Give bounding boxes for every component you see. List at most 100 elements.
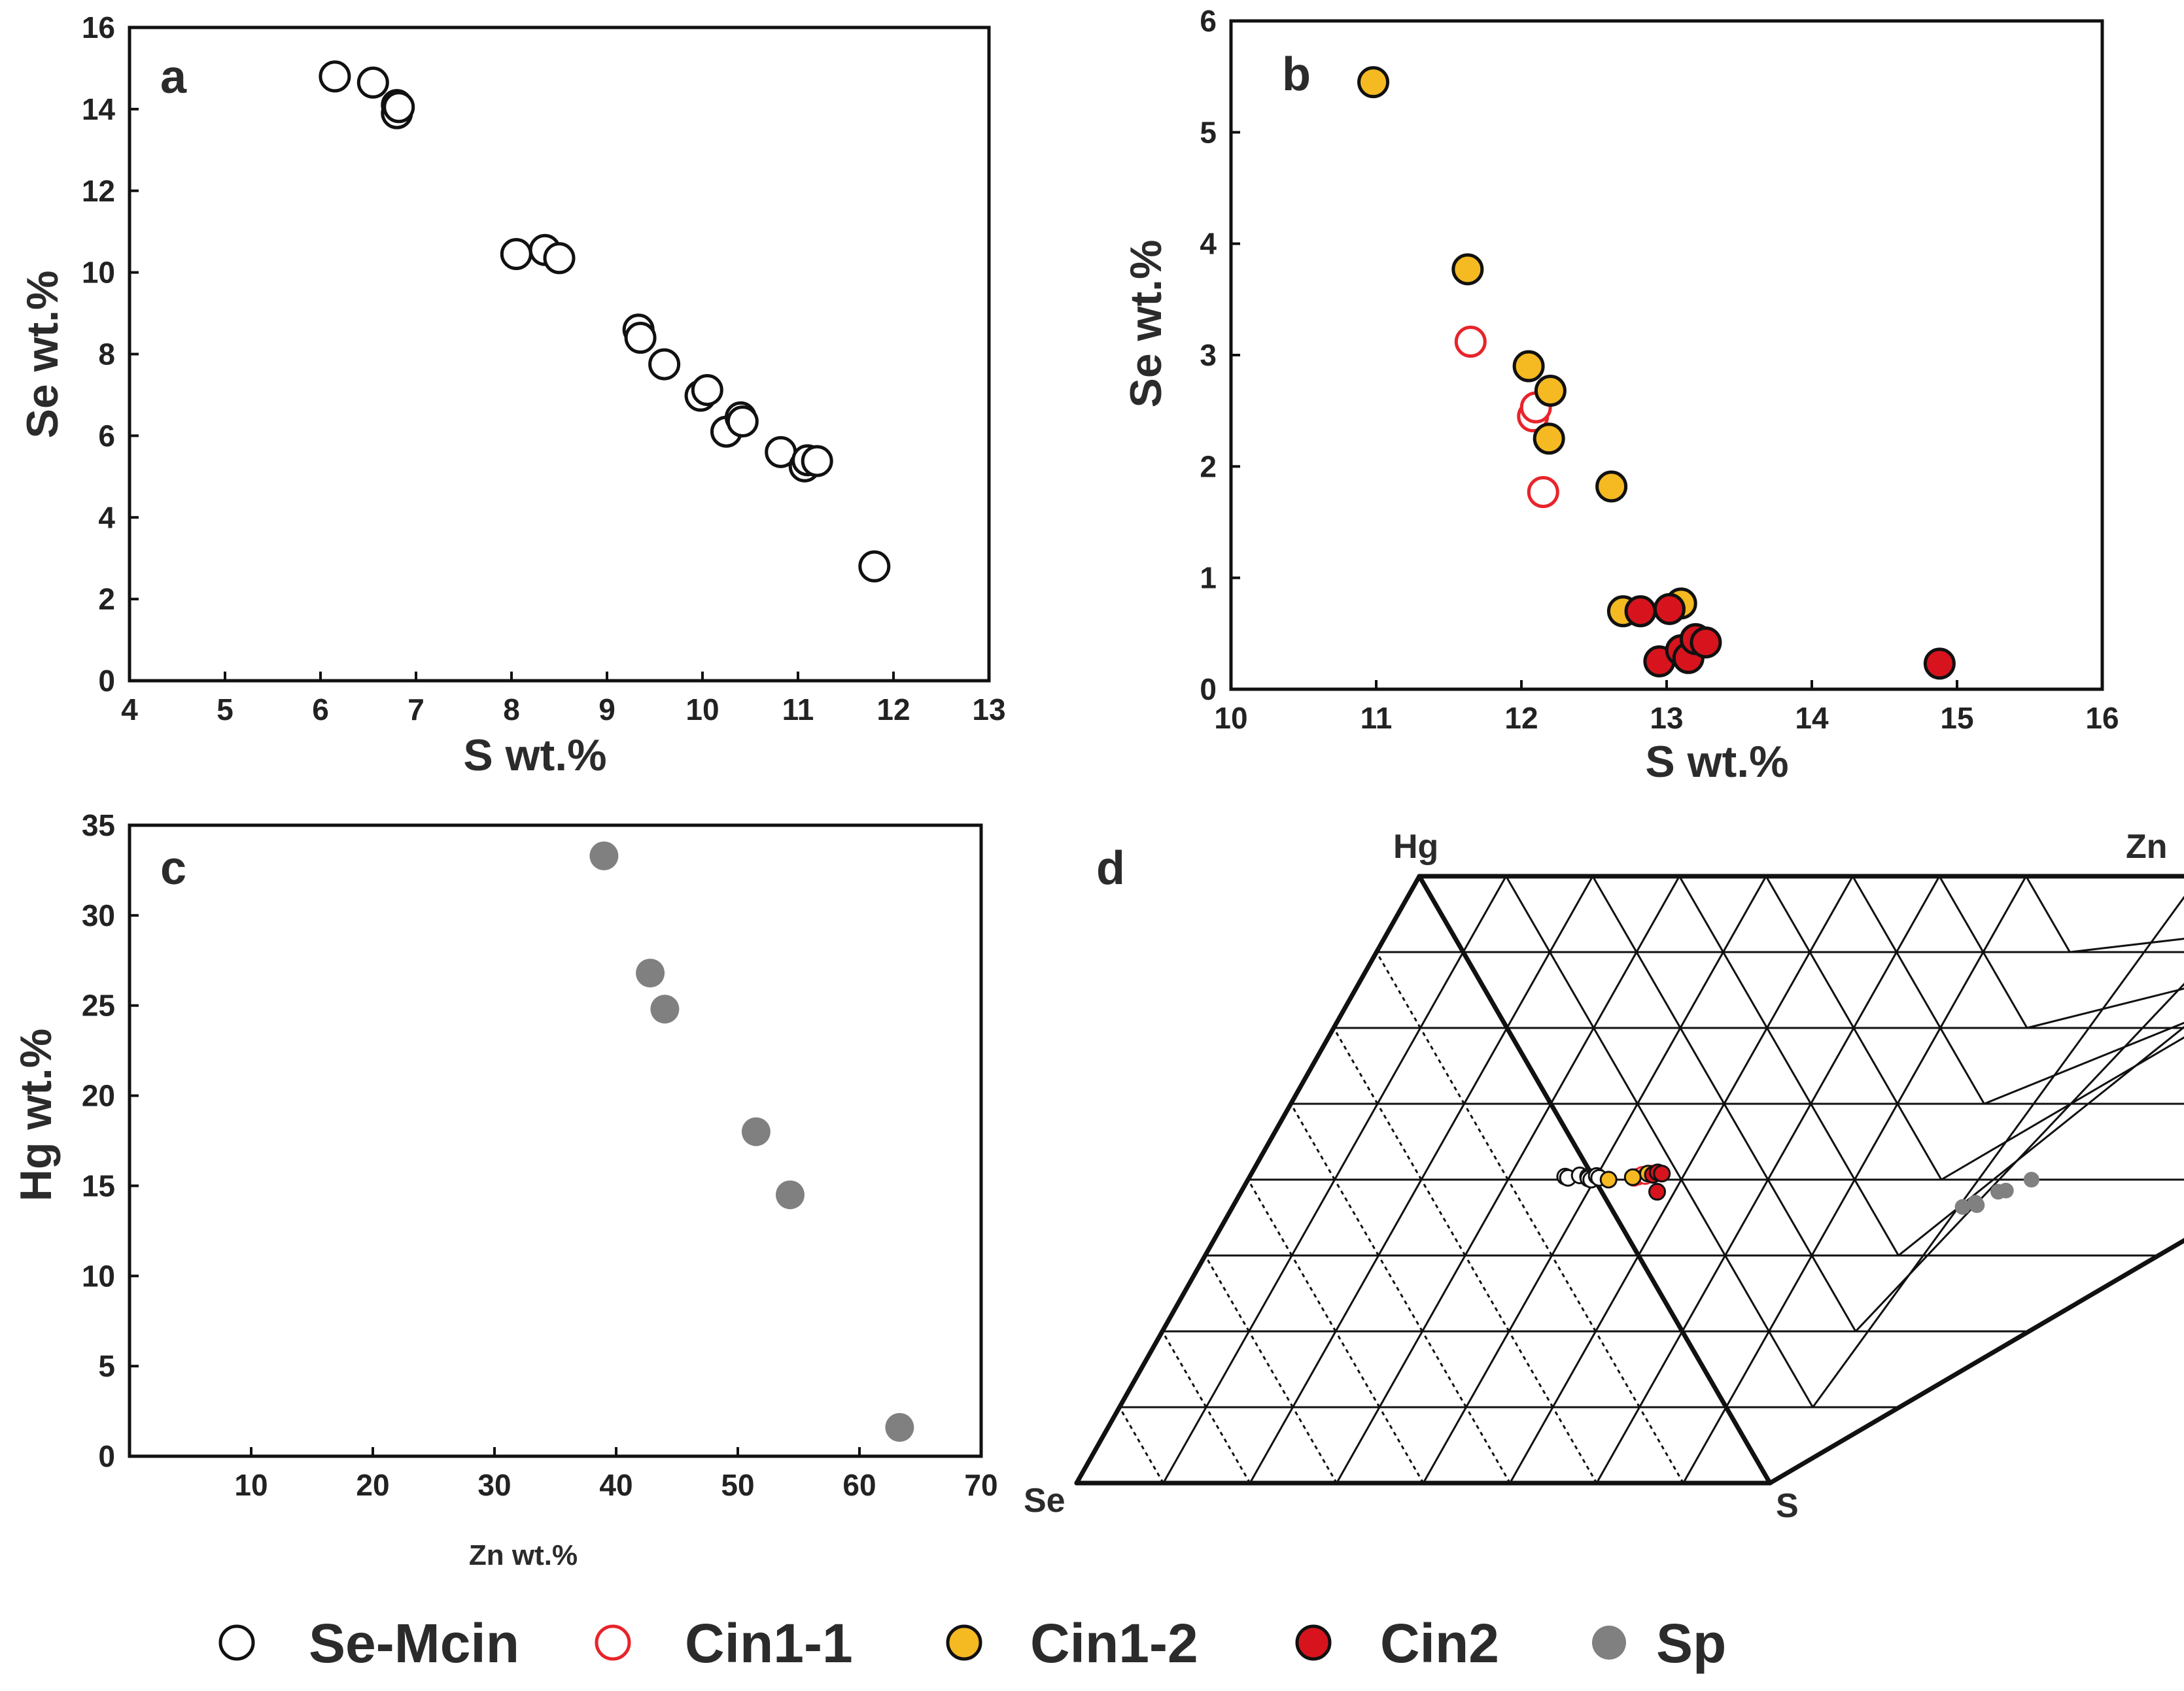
panel-d-grid-line [2026, 987, 2184, 1029]
panel-d-grid-line [1508, 1331, 1554, 1408]
panel-a-point-se-mcin [691, 373, 723, 406]
panel-d: d Hg Zn Se S [1024, 828, 2184, 1525]
panel-a-frame [128, 26, 991, 683]
panel-d-grid-line [1983, 1021, 2184, 1105]
panel-a-y-tick-label: 8 [98, 337, 115, 371]
panel-c-x-tick-label: 40 [599, 1468, 633, 1502]
panel-d-grid-line [1724, 1255, 1770, 1332]
panel-d-points [1556, 1163, 2039, 1215]
panel-b-y-tick-label: 2 [1200, 449, 1217, 483]
panel-a-point-se-mcin [543, 242, 576, 275]
legend-label-se-mcin: Se-Mcin [309, 1613, 519, 1674]
panel-c-point-sp [741, 1117, 771, 1146]
panel-a-y-tick-label: 0 [98, 664, 115, 698]
panel-a-y-tick-label: 4 [98, 500, 115, 534]
panel-d-point-cin2 [1653, 1165, 1671, 1183]
panel-c-x-label: Zn wt.% [469, 1539, 578, 1571]
panel-b-point-cin2 [1923, 647, 1956, 680]
legend-marker-cin2 [1295, 1624, 1332, 1661]
panel-d-grid-line [1507, 1179, 1553, 1256]
panel-d-grid-line [1463, 1103, 1509, 1180]
panel-b-point-cin1-1 [1527, 476, 1559, 509]
panel-c-y-tick-label: 30 [82, 898, 115, 932]
panel-b-x-ticks: 10 11 12 13 14 15 16 [1214, 680, 2119, 735]
panel-b-x-tick-label: 11 [1361, 701, 1393, 735]
legend-label-cin1-2: Cin1-2 [1030, 1613, 1198, 1674]
panel-d-grid-line [1854, 1179, 1899, 1256]
panel-a-point-se-mcin [648, 348, 681, 381]
panel-b-y-tick-label: 1 [1200, 561, 1217, 595]
panel-d-grid-line [1376, 1103, 1423, 1180]
panel-d-grid-line [1551, 1407, 1598, 1484]
panel-b-point-cin1-2 [1451, 253, 1484, 286]
panel-a-x-tick-label: 10 [685, 692, 719, 726]
panel-d-grid-line [1812, 895, 2184, 1408]
panel-a-x-tick-label: 11 [782, 692, 814, 726]
panel-d-grid-line [1551, 1255, 1597, 1332]
legend-item-sp: Sp [1592, 1613, 1726, 1674]
panel-c-y-ticks: 0 5 10 15 20 25 30 35 [82, 808, 139, 1473]
legend-label-cin1-1: Cin1-1 [685, 1613, 853, 1674]
panel-d-grid-line [1591, 876, 1638, 953]
panel-d-grid-line [1247, 1179, 1293, 1256]
panel-d-grid-line [1421, 1331, 1467, 1408]
legend-marker-se-mcin [218, 1624, 255, 1661]
panel-d-point-cin1-2 [1599, 1170, 1618, 1189]
panel-d-grid-line [1635, 951, 1682, 1029]
panel-a-letter: a [160, 51, 187, 103]
legend: Se-Mcin Cin1-1 Cin1-2 Cin2 Sp [218, 1613, 1726, 1674]
panel-d-grid-line [1290, 1103, 1336, 1180]
panel-a-y-tick-label: 10 [82, 256, 115, 290]
panel-d-point-sp [1954, 1199, 1971, 1215]
panel-a-x-tick-label: 6 [312, 692, 329, 726]
panel-b-y-tick-label: 6 [1200, 4, 1217, 38]
legend-marker-sp [1592, 1626, 1626, 1660]
panel-b-point-cin1-2 [1534, 375, 1567, 407]
panel-c-frame [128, 823, 983, 1458]
panel-d-point-cin2 [1648, 1183, 1667, 1201]
panel-a-point-se-mcin [383, 91, 415, 124]
panel-b-letter: b [1282, 48, 1311, 101]
panel-d-grid-line [1680, 1179, 1726, 1256]
panel-d-grid-line [1679, 1027, 1725, 1104]
legend-label-cin2: Cin2 [1380, 1613, 1499, 1674]
panel-b-point-cin1-2 [1533, 422, 1565, 455]
panel-d-grid-line [1896, 1103, 1943, 1180]
panel-d-grid-line [1332, 1027, 1379, 1104]
panel-d-grid-line [1852, 1027, 1899, 1104]
panel-d-grid-line [1420, 1179, 1466, 1256]
panel-a-point-se-mcin [726, 405, 759, 438]
panel-a-y-label: Se wt.% [18, 271, 67, 439]
panel-a-point-se-mcin [624, 322, 657, 354]
panel-d-vertex-se: Se [1024, 1482, 1066, 1520]
panel-b-point-cin1-1 [1454, 326, 1487, 358]
panel-c-y-tick-label: 35 [82, 808, 115, 842]
panel-d-grid-line [1637, 1103, 1682, 1180]
panel-d-grid-line [1810, 1103, 1856, 1180]
panel-d-grid-line [1593, 1027, 1638, 1104]
panel-d-grid-line [1938, 876, 1985, 953]
panel-c-y-label: Hg wt.% [11, 1029, 61, 1201]
panel-b-point-cin1-2 [1512, 350, 1545, 383]
panel-c-x-tick-label: 60 [842, 1468, 876, 1502]
panel-d-grid-line [1161, 1331, 1207, 1408]
panel-c-point-sp [650, 995, 680, 1024]
panel-a-point-se-mcin [319, 60, 351, 93]
panel-c-x-tick-label: 10 [234, 1468, 268, 1502]
panel-b-x-tick-label: 16 [2085, 701, 2119, 735]
panel-c-point-sp [636, 959, 665, 988]
panel-d-point-cin1-2 [1623, 1168, 1642, 1186]
panel-c-letter: c [160, 842, 186, 895]
panel-c-y-tick-label: 15 [82, 1169, 115, 1203]
legend-marker-cin1-2 [946, 1624, 982, 1661]
panel-d-grid-line [1678, 876, 1724, 953]
panel-b-x-tick-label: 12 [1504, 701, 1538, 735]
panel-d-grid-line [1941, 1036, 2184, 1181]
panel-d-vertex-s: S [1776, 1487, 1799, 1525]
panel-c-x-tick-label: 50 [721, 1468, 754, 1502]
panel-a-point-se-mcin [858, 550, 891, 583]
panel-d-letter: d [1096, 842, 1125, 895]
legend-item-cin1-2: Cin1-2 [946, 1613, 1198, 1674]
